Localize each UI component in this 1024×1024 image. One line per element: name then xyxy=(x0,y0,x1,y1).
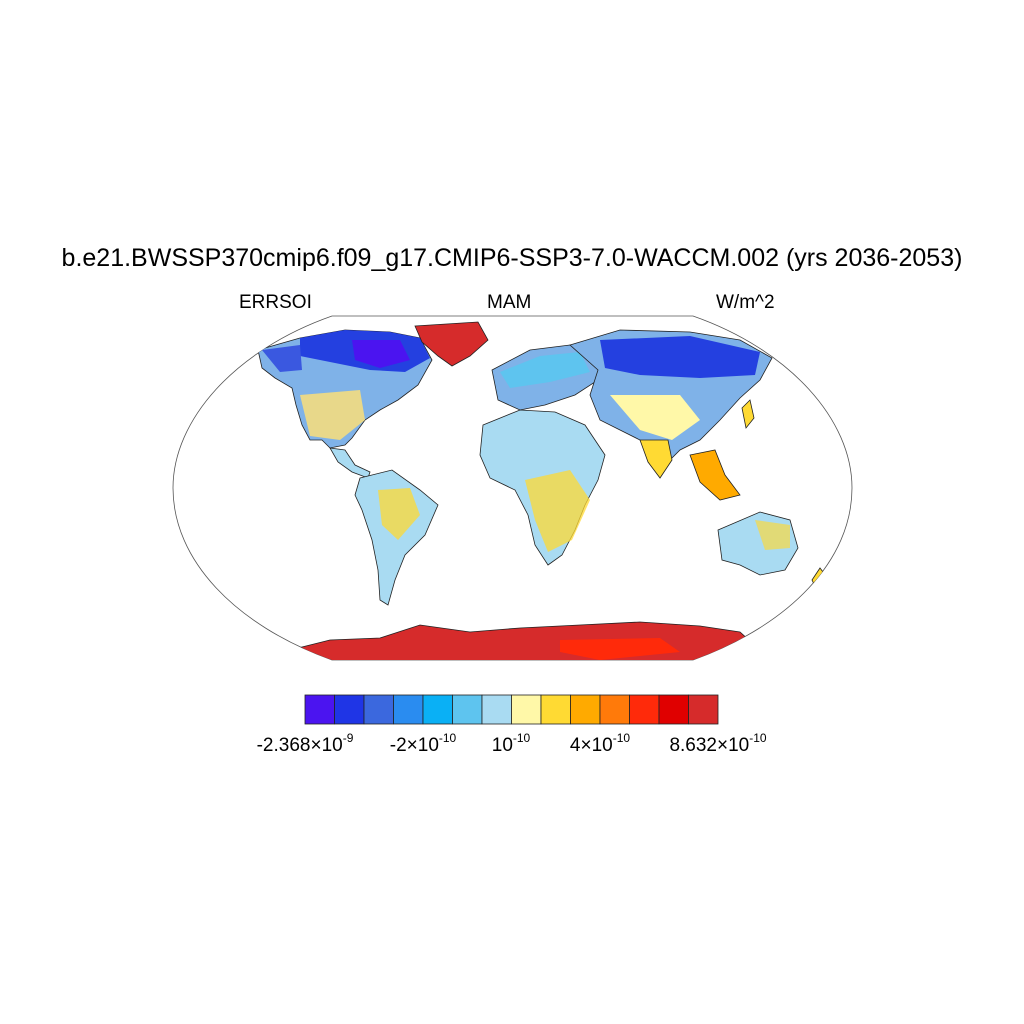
variable-label: ERRSOI xyxy=(239,292,312,313)
colorbar-box xyxy=(422,694,453,725)
japan xyxy=(741,399,755,429)
colorbar xyxy=(304,694,719,725)
southeast-asia xyxy=(689,449,741,501)
colorbar-tick-label: 10-10 xyxy=(491,731,531,756)
colorbar-tick-label: -2.368×10-9 xyxy=(256,731,354,756)
colorbar-box xyxy=(599,694,630,725)
colorbar-box xyxy=(452,694,483,725)
colorbar-box xyxy=(363,694,394,725)
colorbar-box xyxy=(334,694,365,725)
central-america xyxy=(329,447,371,479)
colorbar-box xyxy=(688,694,719,725)
colorbar-tick-label: 8.632×10-10 xyxy=(669,731,767,756)
colorbar-tick-label: -2×10-10 xyxy=(389,731,457,756)
antarctica xyxy=(289,621,761,660)
colorbar-box xyxy=(658,694,689,725)
greenland xyxy=(414,321,489,367)
colorbar-box xyxy=(481,694,512,725)
colorbar-box xyxy=(629,694,660,725)
colorbar-box xyxy=(304,694,335,725)
colorbar-tick-label: 4×10-10 xyxy=(569,731,631,756)
colorbar-box xyxy=(540,694,571,725)
colorbar-box xyxy=(511,694,542,725)
land-field xyxy=(257,321,827,660)
colorbar-box xyxy=(570,694,601,725)
plot-title: b.e21.BWSSP370cmip6.f09_g17.CMIP6-SSP3-7… xyxy=(61,244,963,272)
season-label: MAM xyxy=(487,292,532,313)
units-label: W/m^2 xyxy=(716,292,775,313)
india xyxy=(639,439,673,479)
colorbar-box xyxy=(393,694,424,725)
